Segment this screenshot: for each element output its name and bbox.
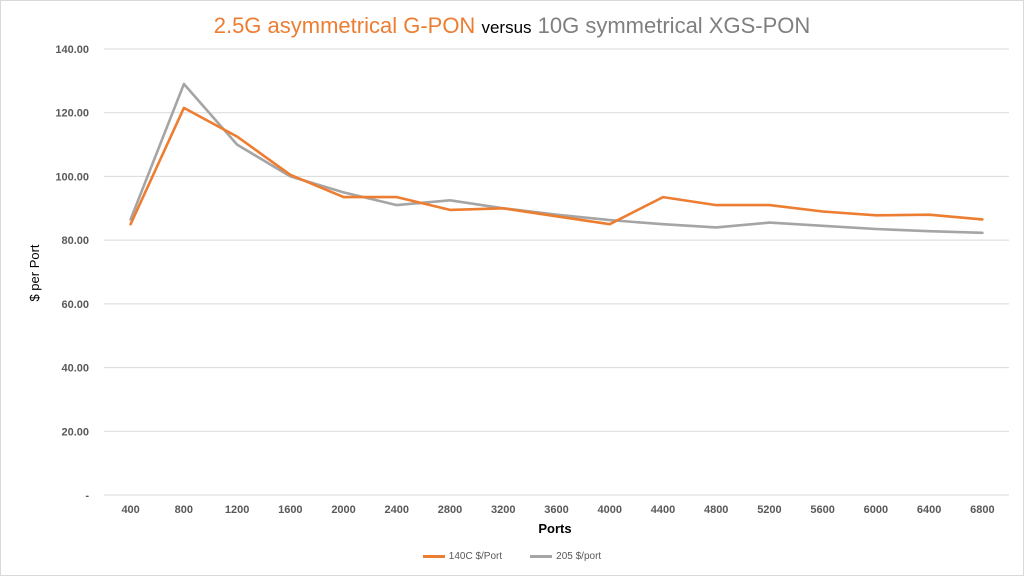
x-tick-label: 3200 [491, 504, 515, 516]
title-part-versus: versus [481, 18, 532, 37]
x-tick-label: 5200 [757, 504, 781, 516]
x-tick-label: 2000 [331, 504, 355, 516]
title-part-xgspon: 10G symmetrical XGS-PON [537, 13, 811, 38]
series-line-140c [129, 106, 984, 226]
y-tick-label: - [85, 490, 89, 502]
y-tick-label: 20.00 [61, 426, 89, 438]
chart-title: 2.5G asymmetrical G-PON versus 10G symme… [1, 13, 1023, 39]
x-tick-label: 3600 [544, 504, 568, 516]
x-tick-label: 4400 [651, 504, 675, 516]
x-tick-label: 2800 [438, 504, 462, 516]
y-tick-label: 100.00 [55, 171, 89, 183]
x-tick-label: 5600 [810, 504, 834, 516]
x-tick-label: 6000 [864, 504, 888, 516]
x-tick-label: 6800 [970, 504, 994, 516]
y-axis-title: $ per Port [27, 244, 42, 301]
y-tick-label: 140.00 [55, 44, 89, 56]
x-tick-label: 2400 [385, 504, 409, 516]
y-tick-label: 120.00 [55, 108, 89, 120]
legend-item-205: 205 $/port [530, 551, 601, 562]
x-tick-label: 6400 [917, 504, 941, 516]
legend-item-140c: 140C $/Port [422, 551, 503, 562]
x-tick-label: 4800 [704, 504, 728, 516]
y-tick-label: 60.00 [61, 299, 89, 311]
x-tick-label: 400 [121, 504, 139, 516]
x-tick-labels: 400 800 1200 1600 2000 2400 2800 3200 3600 4000 44… [121, 504, 994, 516]
x-tick-label: 1200 [225, 504, 249, 516]
legend-label-140c: 140C $/Port [448, 551, 503, 562]
legend-swatch-140c [422, 555, 445, 558]
legend-swatch-205 [530, 555, 553, 558]
title-part-gpon: 2.5G asymmetrical G-PON [213, 13, 476, 38]
y-tick-label: 40.00 [61, 363, 89, 375]
legend: 140C $/Port 205 $/port [1, 551, 1023, 562]
x-tick-label: 800 [175, 504, 193, 516]
gridlines [104, 48, 1009, 496]
y-tick-labels: - 20.00 40.00 60.00 80.00 100.00 120.00 140.00 [55, 44, 89, 502]
series-line-205 [129, 82, 984, 235]
x-tick-label: 4000 [597, 504, 621, 516]
series-lines [129, 82, 984, 235]
x-tick-label: 1600 [278, 504, 302, 516]
legend-label-205: 205 $/port [556, 551, 602, 562]
y-tick-label: 80.00 [61, 235, 89, 247]
x-axis-title: Ports [538, 521, 571, 536]
